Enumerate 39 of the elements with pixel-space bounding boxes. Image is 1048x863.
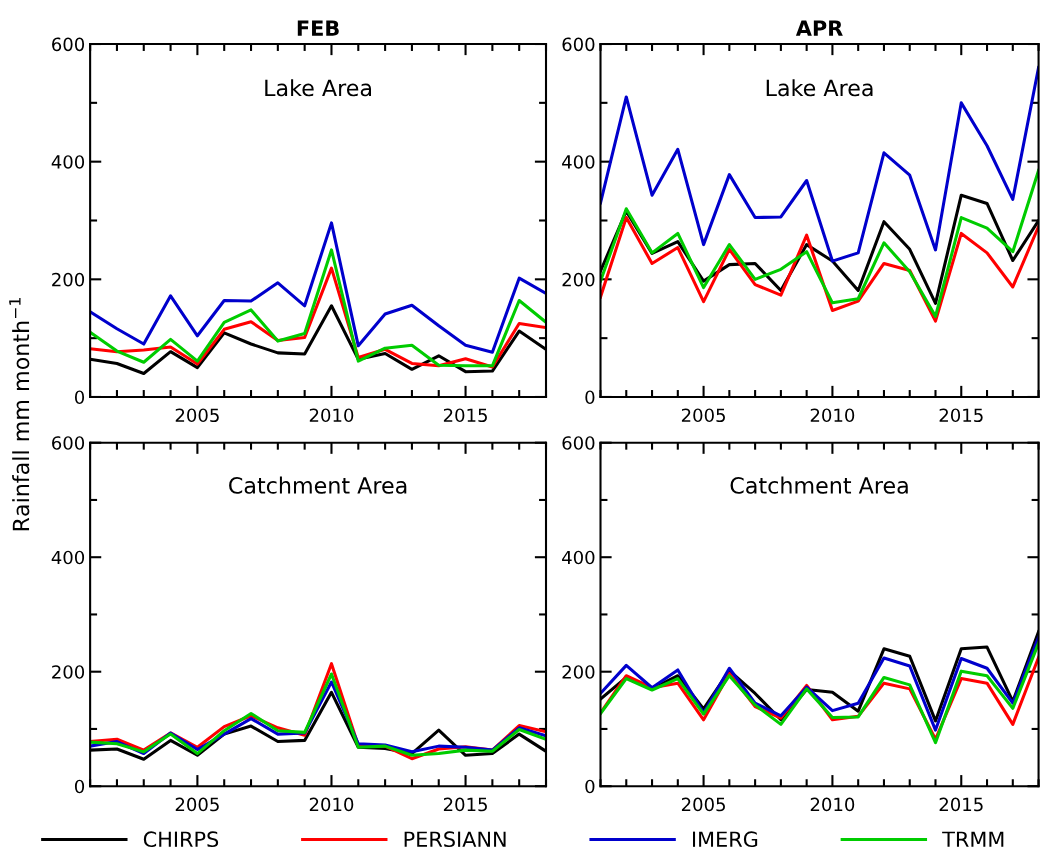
x-tick-label: 2010: [309, 797, 354, 812]
y-tick-label: 200: [562, 272, 595, 287]
legend-label: TRMM: [942, 831, 1004, 847]
x-tick-label: 2015: [443, 408, 487, 423]
x-tick-label: 2015: [939, 408, 983, 423]
y-tick-label: 0: [585, 779, 595, 794]
y-tick-label: 200: [52, 272, 85, 287]
y-tick-label: 200: [562, 665, 595, 679]
x-tick-label: 2010: [309, 408, 354, 423]
x-tick-label: 2010: [810, 408, 855, 423]
y-tick-label: 400: [51, 155, 85, 169]
legend-label: CHIRPS: [143, 831, 219, 848]
chart-title: FEB: [297, 20, 339, 36]
x-tick-label: 2005: [681, 408, 725, 423]
x-tick-label: 2005: [175, 408, 219, 423]
y-axis-title: Rainfall mm month$^{−1}$: [9, 298, 30, 531]
y-tick-label: 400: [562, 155, 595, 169]
annotation: Catchment Area: [229, 476, 407, 494]
legend-label: IMERG: [692, 831, 758, 848]
x-tick-label: 2015: [939, 797, 983, 812]
x-tick-label: 2005: [175, 797, 219, 812]
x-tick-label: 2010: [810, 797, 855, 812]
y-tick-label: 0: [74, 779, 85, 794]
y-tick-label: 0: [74, 390, 85, 405]
x-tick-label: 2005: [681, 797, 725, 812]
y-tick-label: 600: [52, 37, 85, 52]
y-tick-label: 0: [585, 390, 595, 405]
y-tick-label: 600: [52, 436, 85, 450]
y-tick-label: 600: [562, 37, 595, 52]
y-tick-label: 600: [562, 436, 595, 450]
annotation: Catchment Area: [730, 476, 908, 494]
y-tick-label: 400: [51, 550, 85, 565]
y-tick-label: 400: [562, 550, 595, 565]
x-tick-label: 2015: [443, 797, 487, 812]
annotation: Lake Area: [766, 79, 873, 97]
legend-label: PERSIANN: [404, 831, 506, 848]
chart-title: APR: [795, 20, 843, 36]
y-tick-label: 200: [52, 665, 85, 679]
annotation: Lake Area: [265, 79, 372, 97]
